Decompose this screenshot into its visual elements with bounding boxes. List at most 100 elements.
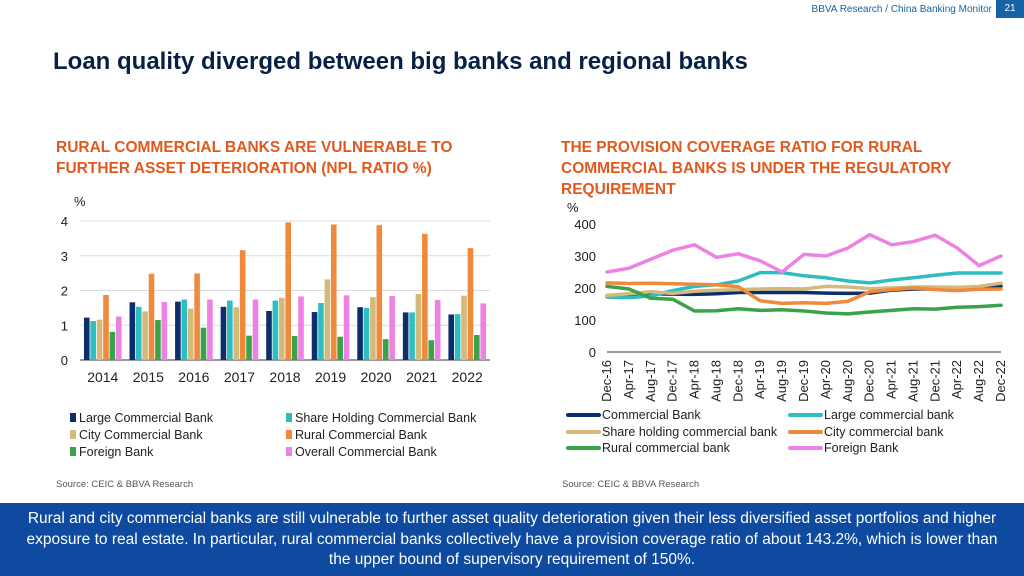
- legend-label: Foreign Bank: [79, 445, 154, 459]
- y-tick-label: 400: [574, 217, 596, 232]
- bar: [239, 250, 246, 360]
- x-tick-label: 2018: [269, 369, 300, 385]
- left-source: Source: CEIC & BBVA Research: [56, 479, 194, 490]
- bar: [467, 248, 474, 360]
- y-axis-unit: %: [567, 200, 579, 215]
- bar: [187, 308, 194, 360]
- legend-swatch: [70, 413, 76, 422]
- x-tick-label: Aug-17: [643, 360, 658, 402]
- bar: [266, 311, 272, 360]
- x-tick-label: Aug-18: [708, 360, 723, 402]
- y-tick-label: 200: [574, 281, 596, 296]
- x-tick-label: 2017: [224, 369, 255, 385]
- y-tick-label: 0: [61, 353, 68, 368]
- series-line: [605, 270, 1003, 300]
- legend-label: Foreign Bank: [824, 441, 899, 455]
- y-tick-label: 2: [61, 284, 68, 299]
- bar: [357, 307, 363, 360]
- right-chart-title-line: COMMERCIAL BANKS IS UNDER THE REGULATORY: [561, 160, 952, 177]
- y-tick-label: 300: [574, 249, 596, 264]
- bar: [389, 296, 395, 360]
- bar: [376, 225, 383, 360]
- legend-swatch: [70, 430, 76, 439]
- left-chart-title: RURAL COMMERCIAL BANKS ARE VULNERABLE TO…: [56, 137, 452, 179]
- x-tick-label: Aug-19: [774, 360, 789, 402]
- bar: [175, 301, 181, 360]
- x-tick-label: Apr-19: [752, 360, 767, 399]
- bar: [285, 222, 291, 360]
- x-tick-label: Aug-20: [840, 360, 855, 402]
- legend-swatch: [286, 413, 292, 422]
- y-tick-label: 3: [61, 249, 68, 264]
- right-chart-title: THE PROVISION COVERAGE RATIO FOR RURAL C…: [561, 137, 951, 200]
- y-tick-label: 0: [589, 345, 596, 360]
- legend-label: Share Holding Commercial Bank: [295, 411, 477, 425]
- legend-swatch: [286, 430, 292, 439]
- bar: [252, 299, 259, 360]
- bar: [155, 320, 161, 360]
- page-title: Loan quality diverged between big banks …: [53, 48, 748, 75]
- bar: [448, 314, 455, 360]
- bar: [148, 273, 155, 360]
- legend-label: Share holding commercial bank: [602, 425, 778, 439]
- bar: [318, 303, 324, 360]
- bar: [246, 335, 252, 360]
- bar: [227, 300, 233, 360]
- x-tick-label: Dec-16: [599, 360, 614, 402]
- legend-label: Large commercial bank: [824, 408, 955, 422]
- bar: [428, 340, 435, 360]
- bar: [415, 293, 422, 360]
- legend-label: Rural Commercial Bank: [295, 428, 428, 442]
- bar: [220, 306, 227, 360]
- x-tick-label: Dec-17: [665, 360, 680, 402]
- x-tick-label: Dec-21: [927, 360, 942, 402]
- bar: [474, 334, 480, 360]
- bar: [194, 273, 200, 360]
- bar: [200, 327, 207, 360]
- x-tick-label: Aug-22: [971, 360, 986, 402]
- bar: [109, 331, 116, 360]
- bar: [161, 301, 168, 360]
- bar: [480, 303, 487, 360]
- bar: [298, 296, 304, 360]
- x-tick-label: 2019: [315, 369, 346, 385]
- bar: [330, 224, 337, 360]
- bar: [343, 295, 350, 360]
- x-tick-label: Apr-20: [818, 360, 833, 399]
- x-tick-label: Dec-19: [796, 360, 811, 402]
- legend-label: Large Commercial Bank: [79, 411, 214, 425]
- bar: [422, 233, 428, 360]
- legend-label: Rural commercial bank: [602, 441, 731, 455]
- bar: [409, 312, 415, 360]
- series-line: [605, 232, 1003, 274]
- series-line: [605, 281, 1003, 306]
- legend-label: Overall Commercial Bank: [295, 445, 437, 459]
- report-header: BBVA Research / China Banking Monitor: [811, 4, 992, 15]
- legend-swatch: [70, 447, 76, 456]
- left-chart-title-line: FURTHER ASSET DETERIORATION (NPL RATIO %…: [56, 160, 432, 177]
- y-tick-label: 1: [61, 318, 68, 333]
- legend-label: City Commercial Bank: [79, 428, 203, 442]
- bar: [434, 299, 441, 360]
- bar: [96, 319, 103, 360]
- bar: [311, 312, 318, 360]
- x-tick-label: 2022: [452, 369, 483, 385]
- x-tick-label: Dec-20: [862, 360, 877, 402]
- x-tick-label: Apr-21: [884, 360, 899, 399]
- bar: [402, 312, 409, 360]
- y-tick-label: 100: [574, 313, 596, 328]
- x-tick-label: 2015: [133, 369, 164, 385]
- legend-label: City commercial bank: [824, 425, 944, 439]
- bar: [461, 295, 467, 360]
- bar: [233, 307, 240, 360]
- x-tick-label: 2016: [178, 369, 209, 385]
- bar: [272, 300, 279, 360]
- bar: [279, 297, 285, 360]
- series-line: [605, 281, 1003, 298]
- x-tick-label: 2014: [87, 369, 118, 385]
- x-tick-label: Apr-22: [949, 360, 964, 399]
- bar: [142, 311, 148, 360]
- bar: [454, 314, 461, 360]
- bar: [83, 317, 90, 360]
